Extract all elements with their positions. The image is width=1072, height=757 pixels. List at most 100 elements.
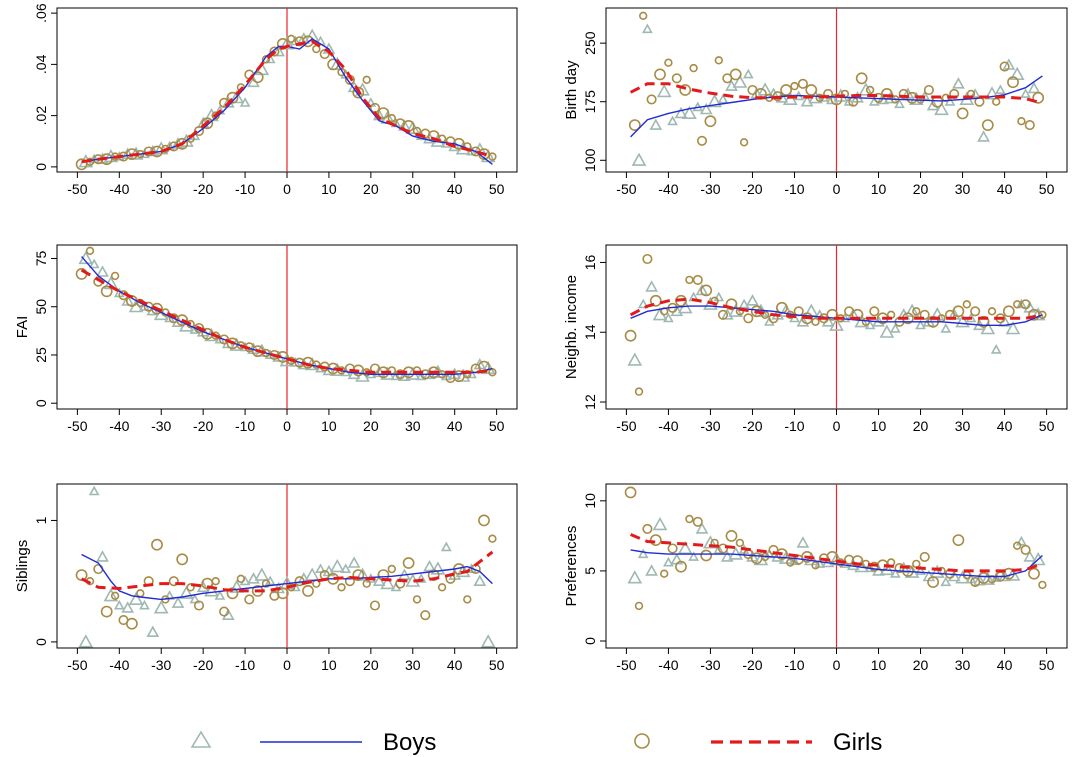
boys-marker — [1016, 535, 1027, 546]
girls-marker — [692, 516, 703, 527]
y-axis-label: Birth day — [563, 60, 580, 120]
girls-marker — [927, 576, 939, 588]
boys-marker — [677, 540, 693, 555]
boys-marker — [315, 563, 326, 574]
boys-marker — [113, 599, 125, 610]
boys-marker — [843, 96, 855, 106]
boys-marker — [340, 563, 352, 574]
girls-marker — [739, 138, 749, 147]
y-axis-label: Siblings — [14, 540, 31, 593]
boys-marker — [229, 90, 245, 104]
boys-marker — [879, 561, 895, 576]
x-tick-label: 40 — [447, 657, 463, 673]
boys-fit-line — [630, 549, 1043, 578]
girls-marker — [244, 594, 255, 605]
boys-marker — [642, 23, 653, 34]
x-tick-label: -40 — [658, 657, 678, 673]
boys-marker — [179, 585, 194, 599]
panel-birth-day: -50 -40 -30 -20 -10 0 10 20 30 40 50 100 175 250Birth… — [563, 7, 1068, 197]
boys-marker — [189, 593, 201, 604]
boys-marker — [955, 314, 970, 328]
girls-marker — [729, 68, 742, 81]
x-tick-label: -30 — [700, 657, 720, 673]
girls-marker — [634, 601, 644, 611]
boys-marker — [707, 94, 722, 108]
y-tick-label: 16 — [582, 254, 598, 270]
girls-marker — [624, 329, 637, 342]
girls-marker — [362, 75, 371, 85]
girls-marker — [675, 560, 687, 573]
x-tick-label: 40 — [447, 181, 463, 197]
girls-marker — [692, 274, 703, 285]
girls-marker — [865, 85, 875, 95]
x-tick-label: -20 — [193, 657, 213, 673]
girls-marker — [750, 305, 763, 318]
x-tick-label: -40 — [658, 181, 678, 197]
boys-marker — [955, 570, 970, 584]
boys-marker — [645, 564, 658, 576]
girls-marker — [337, 583, 346, 592]
x-tick-label: 30 — [955, 181, 971, 197]
girls-marker — [642, 253, 653, 265]
girls-marker — [1038, 310, 1047, 319]
girls-marker — [912, 559, 921, 569]
girls-marker — [437, 583, 447, 592]
boys-marker — [1027, 81, 1041, 94]
boys-marker — [728, 303, 744, 317]
boys-marker — [990, 344, 1002, 354]
girls-marker — [735, 538, 745, 548]
girls-marker — [628, 119, 641, 131]
x-tick-label: 50 — [1039, 181, 1055, 197]
boys-marker — [699, 102, 713, 115]
y-axis-label: Neighb. income — [563, 275, 580, 379]
girls-marker — [226, 587, 239, 600]
x-tick-label: 50 — [489, 657, 505, 673]
boys-marker — [980, 571, 996, 585]
girls-marker — [970, 577, 981, 588]
boys-marker — [347, 556, 361, 568]
boys-marker — [645, 280, 658, 292]
x-tick-label: 20 — [363, 418, 379, 434]
girls-marker — [717, 543, 729, 554]
boys-marker — [264, 53, 276, 64]
girls-marker — [1020, 544, 1031, 555]
girls-marker — [811, 561, 820, 570]
boys-marker — [88, 485, 100, 496]
x-tick-label: 20 — [913, 418, 929, 434]
girls-marker — [801, 312, 813, 325]
boys-marker — [415, 370, 427, 381]
girls-marker — [780, 84, 792, 96]
girls-marker — [1017, 116, 1026, 126]
girls-marker — [790, 81, 799, 91]
boys-marker — [204, 583, 219, 597]
y-tick-label: 0 — [33, 399, 49, 407]
girls-marker — [667, 543, 678, 554]
girls-marker — [634, 387, 644, 396]
girls-marker — [649, 534, 662, 546]
x-tick-label: 50 — [1039, 418, 1055, 434]
girls-marker — [999, 61, 1010, 72]
panel-neighb-income: -50 -40 -30 -20 -10 0 10 20 30 40 50 12 14 16Neighb. … — [563, 244, 1068, 434]
boys-marker — [239, 97, 251, 107]
y-tick-label: 10 — [582, 493, 598, 509]
girls-marker — [387, 113, 396, 123]
x-tick-label: 10 — [871, 657, 887, 673]
girls-marker — [1028, 567, 1040, 580]
boys-marker — [1005, 321, 1021, 335]
boys-marker — [952, 77, 965, 89]
girls-marker — [919, 309, 930, 320]
girls-marker — [919, 551, 930, 562]
boys-marker — [649, 118, 663, 130]
girls-marker — [826, 551, 839, 563]
boys-marker — [96, 550, 109, 562]
legend-boys-label: Boys — [383, 729, 436, 756]
girls-marker — [956, 107, 969, 120]
x-tick-label: 0 — [833, 181, 841, 197]
girls-marker — [664, 58, 673, 67]
girls-marker — [294, 36, 305, 47]
girls-marker — [1012, 541, 1022, 550]
boys-marker — [713, 291, 725, 302]
girls-marker — [970, 306, 981, 317]
boys-marker — [995, 84, 1006, 94]
